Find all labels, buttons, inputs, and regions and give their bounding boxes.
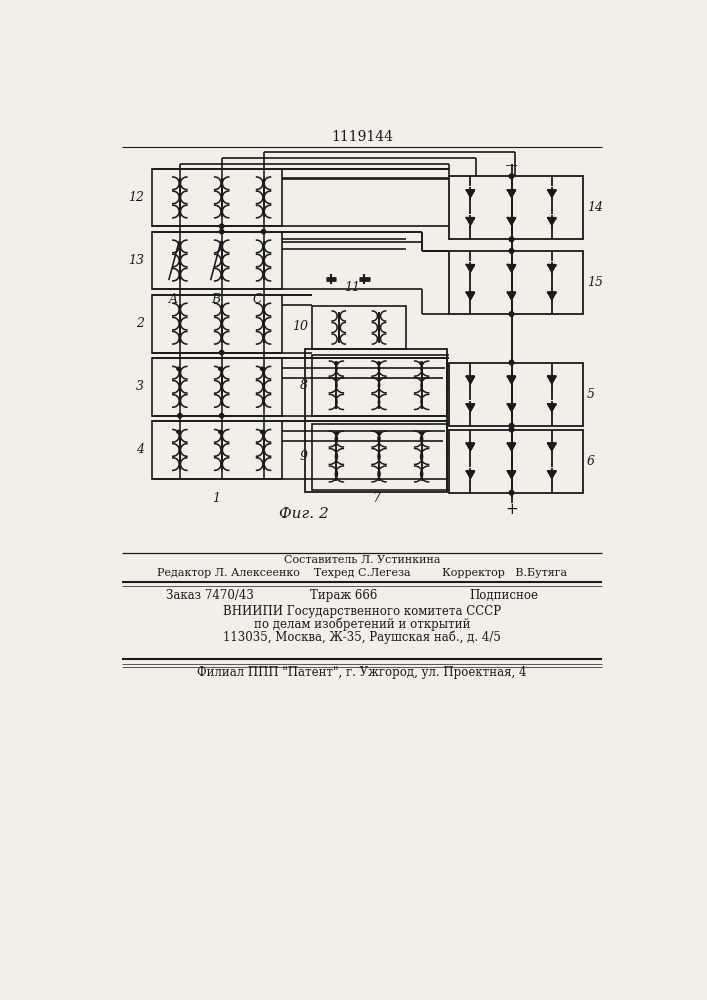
Circle shape — [219, 414, 224, 418]
Circle shape — [261, 367, 264, 370]
Text: 9: 9 — [300, 450, 308, 463]
Polygon shape — [467, 404, 474, 411]
Polygon shape — [508, 471, 515, 478]
Polygon shape — [548, 265, 556, 272]
Text: Подписное: Подписное — [469, 589, 538, 602]
Bar — [449, 363, 583, 426]
Circle shape — [509, 423, 514, 428]
Text: ВНИИПИ Государственного комитета СССР: ВНИИПИ Государственного комитета СССР — [223, 605, 501, 618]
Text: 6: 6 — [587, 455, 595, 468]
Text: B: B — [211, 293, 220, 306]
Circle shape — [219, 224, 224, 228]
Circle shape — [509, 360, 514, 365]
Circle shape — [509, 312, 514, 316]
Text: 12: 12 — [128, 191, 144, 204]
Polygon shape — [548, 404, 556, 411]
Circle shape — [218, 367, 222, 370]
Text: 11: 11 — [344, 281, 360, 294]
Circle shape — [509, 427, 514, 432]
Circle shape — [509, 249, 514, 253]
Text: Тираж 666: Тираж 666 — [310, 589, 378, 602]
Text: C: C — [252, 293, 262, 306]
Text: A: A — [169, 293, 178, 306]
Circle shape — [261, 430, 264, 433]
Bar — [449, 251, 583, 314]
Text: 7: 7 — [373, 492, 380, 505]
Text: 5: 5 — [587, 388, 595, 401]
Circle shape — [177, 430, 180, 433]
Polygon shape — [467, 292, 474, 299]
Polygon shape — [467, 443, 474, 450]
Polygon shape — [467, 190, 474, 197]
Polygon shape — [548, 443, 556, 450]
Polygon shape — [467, 471, 474, 478]
Bar — [305, 349, 448, 492]
Circle shape — [421, 432, 423, 435]
Text: 113035, Москва, Ж-35, Раушская наб., д. 4/5: 113035, Москва, Ж-35, Раушская наб., д. … — [223, 631, 501, 644]
Text: 15: 15 — [587, 276, 602, 289]
Text: Составитель Л. Устинкина: Составитель Л. Устинкина — [284, 555, 440, 565]
Polygon shape — [467, 376, 474, 383]
Circle shape — [218, 430, 222, 433]
Text: +: + — [505, 502, 518, 517]
Text: 2: 2 — [136, 317, 144, 330]
Polygon shape — [508, 292, 515, 299]
Circle shape — [334, 362, 338, 365]
Polygon shape — [467, 265, 474, 272]
Polygon shape — [508, 218, 515, 225]
Polygon shape — [508, 376, 515, 383]
Circle shape — [335, 432, 338, 435]
Circle shape — [378, 432, 381, 435]
Text: 10: 10 — [292, 320, 308, 333]
Circle shape — [509, 174, 514, 179]
Text: 13: 13 — [128, 254, 144, 267]
Polygon shape — [548, 376, 556, 383]
Bar — [152, 358, 282, 416]
Bar — [449, 176, 583, 239]
Bar — [312, 306, 406, 349]
Circle shape — [378, 362, 380, 365]
Text: по делам изобретений и открытий: по делам изобретений и открытий — [254, 618, 470, 631]
Circle shape — [177, 367, 180, 370]
Circle shape — [509, 237, 514, 242]
Text: ―: ― — [506, 160, 517, 170]
Polygon shape — [548, 190, 556, 197]
Text: 14: 14 — [587, 201, 602, 214]
Bar — [312, 424, 448, 490]
Text: 8: 8 — [300, 379, 308, 392]
Polygon shape — [508, 265, 515, 272]
Polygon shape — [548, 471, 556, 478]
Circle shape — [509, 490, 514, 495]
Text: Заказ 7470/43: Заказ 7470/43 — [166, 589, 254, 602]
Polygon shape — [508, 404, 515, 411]
Polygon shape — [548, 292, 556, 299]
Text: Редактор Л. Алексеенко    Техред С.Легеза         Корректор   В.Бутяга: Редактор Л. Алексеенко Техред С.Легеза К… — [157, 568, 567, 578]
Bar — [152, 421, 282, 479]
Bar — [152, 232, 282, 289]
Text: 1: 1 — [212, 492, 221, 505]
Text: 1119144: 1119144 — [331, 130, 393, 144]
Circle shape — [219, 229, 224, 234]
Polygon shape — [548, 218, 556, 225]
Circle shape — [420, 362, 423, 365]
Text: 3: 3 — [136, 380, 144, 393]
Polygon shape — [467, 218, 474, 225]
Circle shape — [177, 414, 182, 418]
Circle shape — [262, 229, 266, 234]
Bar — [152, 169, 282, 226]
Polygon shape — [508, 190, 515, 197]
Text: Фиг. 2: Фиг. 2 — [279, 507, 329, 521]
Bar — [449, 430, 583, 493]
Polygon shape — [508, 443, 515, 450]
Bar — [312, 355, 448, 416]
Circle shape — [219, 350, 224, 355]
Text: Филиал ППП "Патент", г. Ужгород, ул. Проектная, 4: Филиал ППП "Патент", г. Ужгород, ул. Про… — [197, 666, 527, 679]
Text: 4: 4 — [136, 443, 144, 456]
Bar — [152, 295, 282, 353]
